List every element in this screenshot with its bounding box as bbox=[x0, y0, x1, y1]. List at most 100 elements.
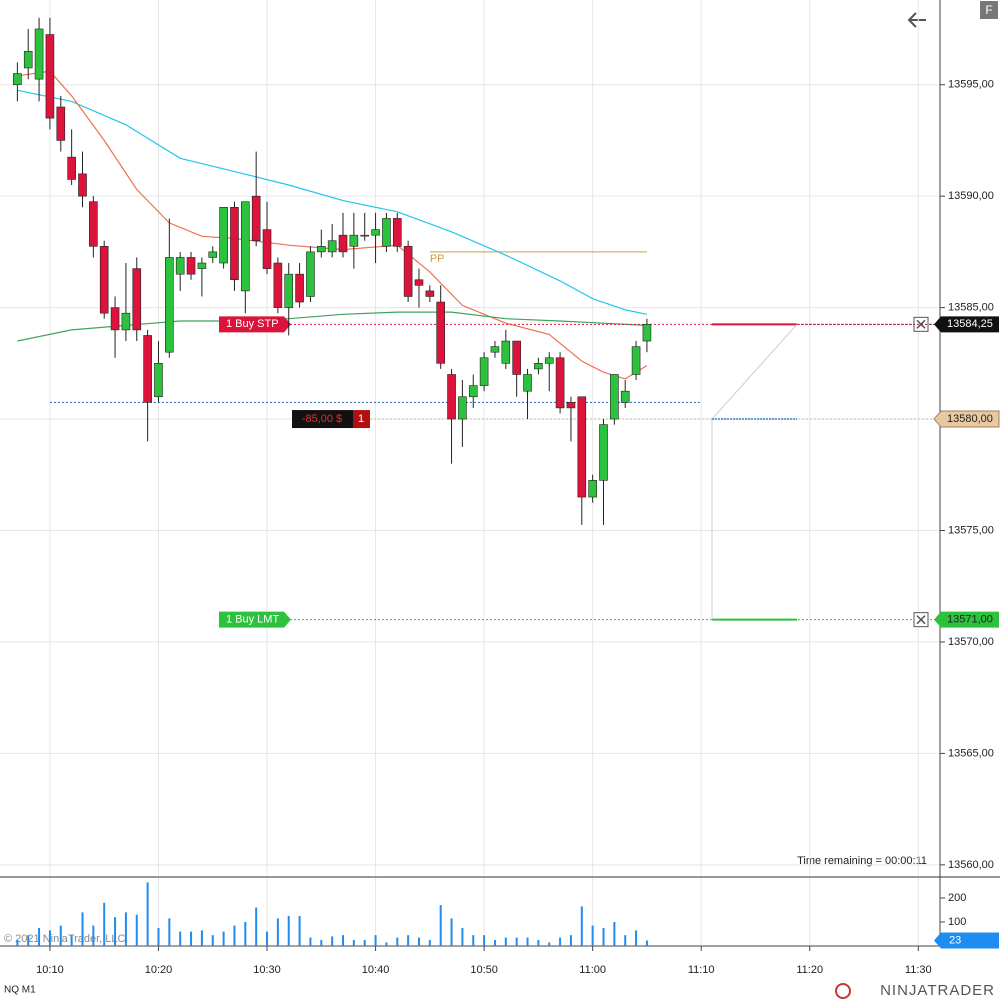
volume-bar bbox=[222, 931, 225, 946]
volume-bar bbox=[298, 915, 301, 946]
volume-bar bbox=[48, 930, 51, 946]
volume-bar bbox=[320, 939, 323, 946]
volume-marker bbox=[934, 932, 999, 949]
y-tick-label: 13570,00 bbox=[948, 636, 994, 648]
volume-bar bbox=[635, 930, 638, 946]
y-tick-label: 13575,00 bbox=[948, 524, 994, 536]
volume-bar bbox=[417, 937, 420, 946]
candle-body bbox=[349, 234, 359, 247]
candle-body bbox=[360, 234, 370, 237]
volume-bar bbox=[157, 927, 160, 946]
volume-bar bbox=[591, 925, 594, 946]
candle-body bbox=[599, 424, 608, 481]
x-tick-label: 10:10 bbox=[36, 964, 64, 976]
volume-bar bbox=[331, 936, 334, 946]
candle-body bbox=[197, 262, 207, 269]
volume-bar bbox=[493, 939, 496, 946]
candle-body bbox=[45, 34, 55, 119]
x-tick-label: 11:30 bbox=[905, 964, 932, 976]
price-marker-label: 13580,00 bbox=[947, 413, 993, 425]
x-tick-label: 10:50 bbox=[470, 964, 498, 976]
price-marker bbox=[934, 316, 999, 333]
y-tick-label: 100 bbox=[948, 916, 966, 928]
candle-body bbox=[425, 290, 435, 297]
candle-body bbox=[371, 229, 380, 236]
volume-bar bbox=[396, 937, 399, 946]
pnl-label: -85,00 $ bbox=[302, 413, 342, 425]
volume-bar bbox=[81, 912, 84, 946]
volume-bar bbox=[146, 882, 149, 946]
candle-body bbox=[458, 396, 467, 420]
candle-body bbox=[534, 363, 543, 370]
volume-marker-label: 23 bbox=[949, 934, 961, 946]
volume-bar bbox=[624, 935, 627, 946]
volume-bar bbox=[407, 935, 410, 946]
candle-body bbox=[154, 363, 163, 398]
candle-body bbox=[165, 257, 174, 353]
time-remaining: Time remaining = 00:00:11 bbox=[797, 855, 927, 867]
candle-body bbox=[241, 201, 250, 292]
volume-bar bbox=[124, 912, 127, 946]
candle-body bbox=[479, 357, 489, 386]
volume-bar bbox=[16, 939, 19, 946]
volume-bar bbox=[580, 906, 583, 946]
candle-body bbox=[610, 374, 619, 420]
back-arrow[interactable] bbox=[907, 12, 926, 28]
logo: NINJATRADER bbox=[880, 982, 995, 999]
candle-body bbox=[414, 279, 424, 286]
order-tag[interactable] bbox=[219, 316, 291, 333]
candle-body bbox=[99, 246, 109, 314]
candle-body bbox=[34, 28, 44, 80]
y-tick-label: 200 bbox=[948, 892, 966, 904]
candle-body bbox=[316, 246, 326, 253]
quantity-box[interactable] bbox=[353, 410, 370, 429]
volume-bar bbox=[352, 939, 355, 946]
candle-body bbox=[620, 390, 630, 403]
volume-bar bbox=[70, 935, 73, 946]
instrument: NQ M1 bbox=[4, 985, 36, 996]
volume-bar bbox=[504, 937, 507, 946]
candle-body bbox=[175, 257, 185, 275]
volume-bar bbox=[135, 914, 138, 946]
order-tag[interactable] bbox=[219, 611, 291, 628]
candle-body bbox=[555, 357, 565, 409]
order-tag-label[interactable]: 1 Buy LMT bbox=[226, 614, 279, 626]
price-marker bbox=[933, 410, 1000, 428]
x-tick-label: 10:40 bbox=[362, 964, 390, 976]
menu-button[interactable] bbox=[980, 1, 998, 19]
order-tag-label[interactable]: 1 Buy STP bbox=[226, 318, 279, 330]
moving-average bbox=[17, 89, 648, 315]
volume-bar bbox=[472, 935, 475, 946]
menu-button-label[interactable]: F bbox=[985, 3, 992, 17]
candle-body bbox=[447, 374, 456, 420]
volume-bar bbox=[114, 917, 117, 946]
candle-body bbox=[89, 201, 98, 247]
y-tick-label: 13565,00 bbox=[948, 747, 994, 759]
candle-body bbox=[577, 396, 587, 498]
volume-bar bbox=[211, 935, 214, 946]
cancel-icon[interactable] bbox=[916, 615, 926, 625]
candle-body bbox=[501, 340, 511, 364]
candle-body bbox=[186, 257, 196, 275]
candle-body bbox=[273, 262, 283, 308]
candle-body bbox=[631, 346, 641, 375]
quantity-label[interactable]: 1 bbox=[358, 413, 364, 425]
volume-bar bbox=[342, 935, 345, 946]
candle-body bbox=[327, 240, 337, 253]
candle-body bbox=[67, 156, 76, 180]
volume-bar bbox=[559, 937, 562, 946]
price-marker-label: 13584,25 bbox=[947, 318, 993, 330]
copyright: © 2021 NinjaTrader, LLC bbox=[4, 933, 125, 945]
volume-bar bbox=[548, 942, 551, 946]
volume-bar bbox=[92, 925, 95, 946]
candle-body bbox=[468, 385, 478, 398]
candle-body bbox=[523, 374, 532, 392]
volume-bar bbox=[168, 918, 171, 946]
candle-body bbox=[13, 73, 22, 86]
volume-bar bbox=[233, 925, 236, 946]
candle-body bbox=[436, 301, 445, 364]
volume-bar bbox=[428, 939, 431, 946]
volume-bar bbox=[602, 927, 605, 946]
